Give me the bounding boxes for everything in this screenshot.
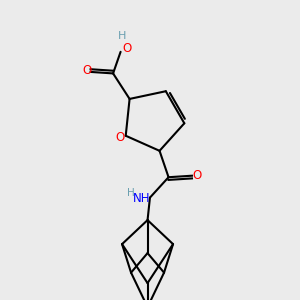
Text: O: O: [123, 42, 132, 55]
Text: H: H: [128, 188, 135, 198]
Text: O: O: [116, 131, 125, 144]
Text: O: O: [82, 64, 91, 77]
Text: H: H: [118, 31, 126, 41]
Text: NH: NH: [133, 192, 150, 205]
Text: O: O: [193, 169, 202, 182]
